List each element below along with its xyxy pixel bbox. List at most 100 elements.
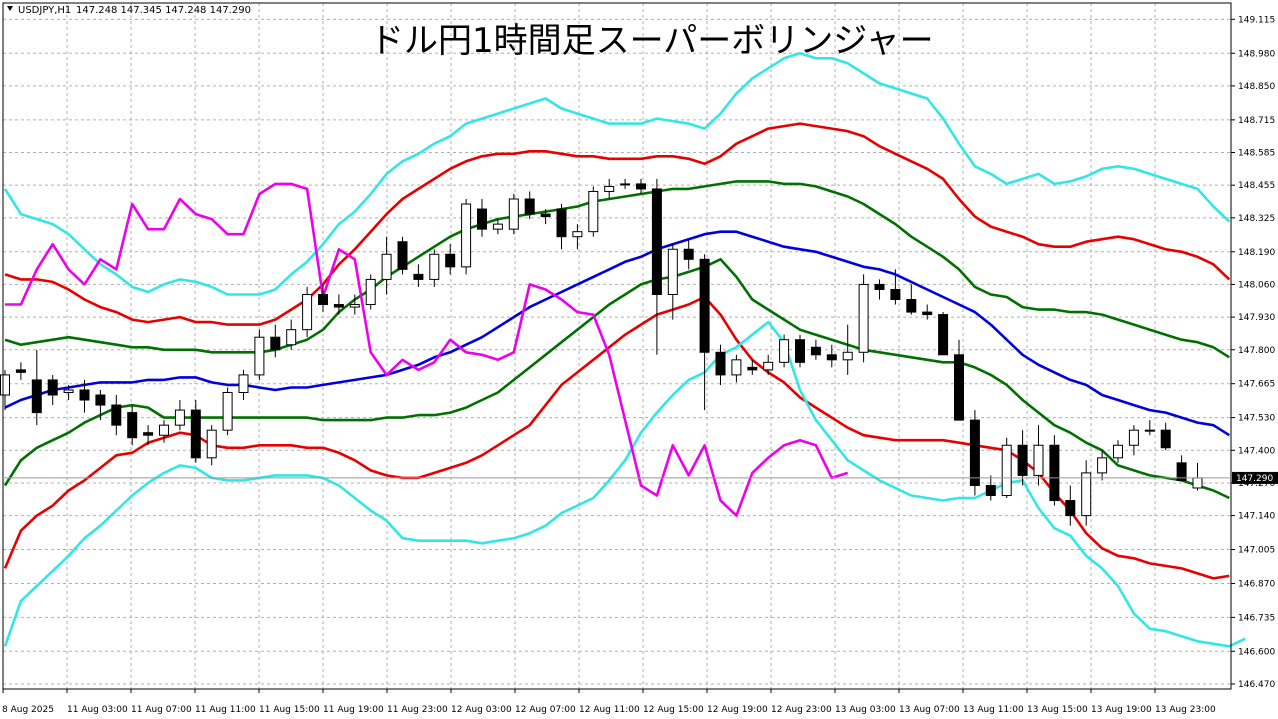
y-tick-label: 148.850 bbox=[1238, 82, 1275, 92]
candle-body bbox=[31, 379, 42, 414]
candle-body bbox=[111, 404, 122, 426]
candle-body bbox=[636, 183, 646, 190]
candle-body bbox=[858, 283, 869, 353]
candle-body bbox=[286, 329, 297, 346]
candlesticks bbox=[0, 178, 1203, 526]
x-tick-label: 13 Aug 19:00 bbox=[1091, 705, 1152, 715]
y-tick-label: 148.455 bbox=[1238, 181, 1275, 191]
symbol-label: USDJPY,H1 bbox=[18, 5, 71, 16]
y-tick-label: 146.870 bbox=[1238, 579, 1275, 589]
candle-body bbox=[795, 339, 805, 363]
current-price-marker: 147.290 bbox=[3, 471, 1278, 484]
current-price-box bbox=[1232, 471, 1278, 484]
candle-body bbox=[651, 188, 662, 295]
candle-body bbox=[63, 389, 74, 393]
candle-body bbox=[1160, 429, 1171, 449]
x-tick-label: 12 Aug 07:00 bbox=[515, 705, 576, 715]
candle-body bbox=[127, 412, 138, 439]
candle-body bbox=[143, 432, 154, 436]
candle-body bbox=[1176, 462, 1187, 481]
candle-body bbox=[1001, 444, 1012, 497]
candle-body bbox=[445, 253, 456, 268]
candle-body bbox=[47, 379, 58, 396]
y-tick-label: 148.980 bbox=[1238, 49, 1275, 59]
candle-body bbox=[763, 361, 774, 371]
candle-body bbox=[238, 374, 249, 393]
candle-body bbox=[1192, 477, 1203, 489]
candle-body bbox=[1033, 444, 1044, 476]
candle-body bbox=[429, 253, 440, 280]
candle-body bbox=[318, 293, 328, 306]
y-tick-label: 147.270 bbox=[1238, 479, 1275, 489]
x-axis-ticks: 8 Aug 2025 11 Aug 03:00 11 Aug 07:00 11 Aug… bbox=[2, 689, 1216, 715]
x-tick-label: 12 Aug 19:00 bbox=[707, 705, 768, 715]
candle-body bbox=[15, 369, 26, 373]
x-tick-label: 13 Aug 11:00 bbox=[963, 705, 1024, 715]
y-tick-label: 147.530 bbox=[1238, 414, 1275, 424]
y-tick-label: 147.665 bbox=[1238, 380, 1275, 390]
candle-body bbox=[588, 190, 599, 233]
y-tick-label: 147.005 bbox=[1238, 546, 1275, 556]
candle-body bbox=[715, 351, 726, 376]
x-tick-label: 13 Aug 15:00 bbox=[1027, 705, 1088, 715]
candle-body bbox=[492, 223, 503, 230]
x-tick-label: 11 Aug 23:00 bbox=[387, 705, 448, 715]
candle-body bbox=[779, 339, 790, 363]
candle-body bbox=[969, 419, 980, 486]
candle-body bbox=[413, 273, 424, 280]
ohlc-label: 147.248 147.345 147.248 147.290 bbox=[76, 5, 251, 16]
candle-body bbox=[333, 304, 344, 308]
y-tick-label: 147.400 bbox=[1238, 446, 1275, 456]
plus2-band bbox=[4, 122, 1231, 326]
candle-body bbox=[699, 258, 710, 353]
x-tick-label: 13 Aug 23:00 bbox=[1155, 705, 1216, 715]
candle-body bbox=[1144, 429, 1155, 432]
candle-body bbox=[731, 359, 742, 376]
candle-body bbox=[349, 304, 360, 308]
x-tick-label: 12 Aug 23:00 bbox=[771, 705, 832, 715]
candle-body bbox=[572, 231, 583, 238]
x-tick-label: 11 Aug 19:00 bbox=[323, 705, 384, 715]
candle-body bbox=[381, 253, 392, 280]
y-tick-label: 146.600 bbox=[1238, 647, 1275, 657]
y-axis-ticks: 149.115 148.980 148.850 148.715 148.585 148.4… bbox=[1231, 15, 1275, 690]
y-tick-label: 148.715 bbox=[1238, 116, 1275, 126]
candle-body bbox=[477, 208, 487, 230]
candle-body bbox=[365, 278, 376, 306]
candle-body bbox=[206, 429, 217, 459]
plus1-band bbox=[4, 180, 1230, 359]
candle-body bbox=[874, 283, 885, 290]
candle-body bbox=[954, 354, 964, 421]
x-tick-label: 12 Aug 03:00 bbox=[451, 705, 512, 715]
candle-body bbox=[1065, 500, 1076, 517]
candle-body bbox=[938, 314, 949, 356]
candle-body bbox=[174, 409, 185, 426]
candle-body bbox=[190, 409, 201, 459]
y-tick-label: 147.800 bbox=[1238, 346, 1275, 356]
candle-body bbox=[985, 484, 996, 497]
candle-body bbox=[508, 198, 519, 230]
candle-body bbox=[0, 374, 10, 396]
y-tick-label: 149.115 bbox=[1238, 15, 1275, 25]
candle-body bbox=[810, 346, 821, 356]
candle-body bbox=[1113, 444, 1123, 459]
y-tick-label: 146.735 bbox=[1238, 613, 1275, 623]
candle-body bbox=[1097, 457, 1108, 474]
candle-body bbox=[79, 389, 90, 401]
y-tick-label: 146.470 bbox=[1238, 680, 1275, 690]
candle-body bbox=[1081, 472, 1092, 517]
candle-body bbox=[1128, 429, 1139, 446]
candle-body bbox=[890, 288, 901, 301]
candle-body bbox=[556, 208, 567, 238]
x-tick-label: 12 Aug 11:00 bbox=[579, 705, 640, 715]
x-tick-label: 8 Aug 2025 bbox=[2, 705, 54, 715]
y-tick-label: 147.930 bbox=[1238, 313, 1275, 323]
candle-body bbox=[1017, 444, 1028, 476]
x-tick-label: 11 Aug 07:00 bbox=[131, 705, 192, 715]
axes bbox=[2, 2, 1232, 690]
x-tick-label: 11 Aug 15:00 bbox=[259, 705, 320, 715]
candle-body bbox=[524, 198, 535, 215]
candle-body bbox=[604, 185, 615, 192]
y-tick-label: 148.325 bbox=[1238, 214, 1275, 224]
candle-body bbox=[159, 424, 169, 436]
